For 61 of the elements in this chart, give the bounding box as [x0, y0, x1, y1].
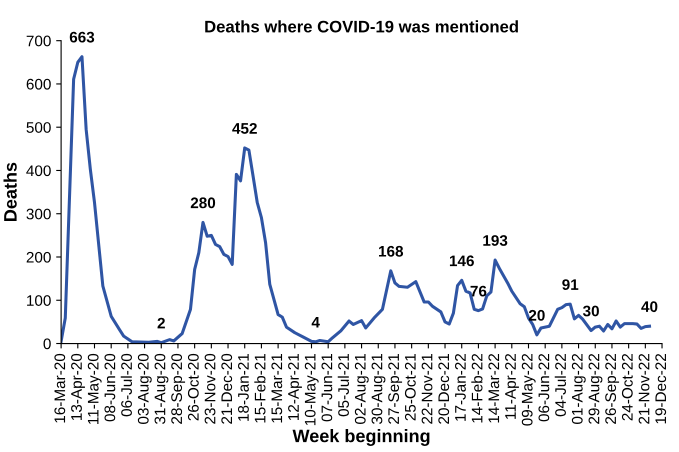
x-tick-label: 28-Sep-20: [171, 354, 186, 424]
x-tick-label: 16-Mar-20: [54, 354, 66, 423]
x-tick-label: 21-Dec-20: [221, 354, 232, 424]
data-label: 280: [190, 197, 216, 208]
x-tick-label: 08-Jun-20: [104, 354, 116, 422]
x-tick-label: 15-Mar-21: [271, 354, 282, 423]
x-tick-label: 04-Jul-22: [554, 354, 566, 416]
data-label: 452: [232, 123, 257, 134]
data-label: 663: [70, 32, 94, 43]
x-tick-label: 03-Aug-20: [138, 354, 152, 424]
data-label: 91: [562, 279, 578, 290]
y-tick-label: 200: [26, 252, 51, 263]
x-tick-label: 01-Aug-22: [572, 354, 586, 424]
x-tick-label: 07-Jun-21: [321, 354, 332, 422]
x-tick-label: 26-Oct-20: [188, 354, 199, 420]
x-tick-label: 02-Aug-21: [354, 354, 369, 424]
x-tick-label: 31-Aug-20: [154, 354, 168, 424]
x-tick-label: 22-Nov-21: [422, 354, 432, 424]
x-tick-label: 20-Dec-21: [438, 354, 450, 424]
x-tick-label: 26-Sep-22: [605, 354, 620, 424]
y-tick-label: 700: [26, 36, 51, 46]
y-tick-label: 500: [26, 122, 51, 133]
y-axis-title: Deaths: [4, 162, 17, 221]
data-label: 20: [528, 310, 545, 321]
x-tick-label: 09-May-22: [522, 354, 536, 426]
x-tick-label: 17-Jan-22: [455, 354, 466, 421]
y-tick-label: 300: [26, 208, 51, 220]
x-tick-label: 06-Jun-22: [538, 354, 550, 422]
x-tick-label: 10-May-21: [304, 354, 319, 426]
x-axis-title: Week beginning: [292, 429, 430, 446]
x-tick-label: 15-Feb-21: [254, 354, 266, 423]
x-tick-label: 19-Dec-22: [655, 354, 666, 424]
x-tick-label: 21-Nov-22: [638, 354, 650, 424]
x-tick-label: 13-Apr-20: [71, 354, 85, 420]
x-tick-label: 11-Apr-22: [505, 354, 519, 419]
x-tick-label: 12-Apr-21: [288, 354, 302, 420]
x-tick-label: 24-Oct-22: [622, 354, 633, 420]
x-tick-label: 27-Sep-21: [388, 354, 402, 424]
x-tick-label: 14-Mar-22: [488, 354, 500, 423]
chart-title: Deaths where COVID-19 was mentioned: [205, 20, 518, 33]
x-tick-label: 18-Jan-21: [238, 354, 249, 421]
x-tick-label: 29-Aug-22: [588, 354, 602, 424]
x-tick-label: 14-Feb-22: [471, 354, 483, 423]
x-tick-label: 05-Jul-21: [338, 354, 349, 416]
data-label: 76: [470, 286, 486, 297]
y-tick-label: 100: [27, 295, 51, 306]
y-tick-label: 400: [26, 165, 51, 176]
data-label: 146: [450, 255, 474, 266]
x-tick-label: 06-Jul-20: [120, 354, 132, 416]
x-tick-label: 25-Oct-21: [404, 354, 416, 420]
data-label: 193: [483, 235, 508, 246]
data-label: 168: [378, 246, 404, 257]
y-tick-label: 600: [26, 78, 51, 90]
x-tick-label: 11-May-20: [88, 354, 102, 424]
y-tick-label: 0: [43, 338, 51, 350]
data-label: 4: [312, 317, 320, 328]
x-tick-label: 23-Nov-20: [204, 354, 216, 424]
data-label: 30: [582, 306, 599, 316]
data-label: 2: [158, 318, 165, 328]
data-label: 40: [641, 301, 658, 312]
x-tick-label: 30-Aug-21: [372, 354, 386, 424]
